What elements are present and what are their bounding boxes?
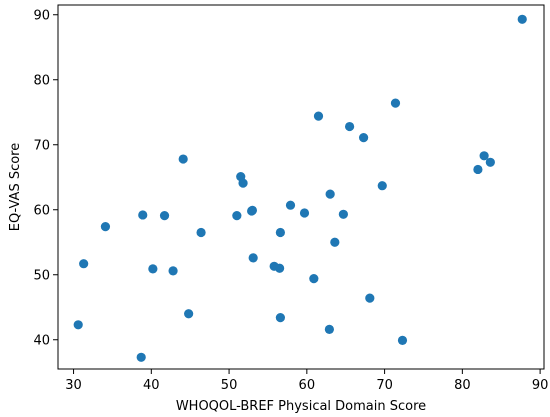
y-tick-label: 70 [33,138,50,153]
data-point [247,205,257,215]
data-point [390,98,401,108]
data-point [365,293,375,303]
data-point [299,208,310,218]
data-point [238,178,248,188]
data-point [184,309,194,319]
data-point [313,111,324,121]
x-axis-label: WHOQOL-BREF Physical Domain Score [176,399,426,414]
data-point [100,222,111,232]
data-point [473,164,483,175]
y-tick-label: 90 [33,8,50,23]
axes-frame [57,4,545,370]
x-tick-label: 80 [454,378,471,393]
data-point [517,14,527,24]
data-point [377,181,387,191]
data-point [159,211,170,221]
data-point [148,264,158,274]
data-point [138,210,148,220]
data-point [275,227,285,238]
points-group [73,14,527,362]
x-tick-label: 40 [143,378,160,393]
data-point [309,274,319,284]
data-point [196,227,206,238]
x-tick-label: 30 [65,378,82,393]
x-tick-label: 70 [376,378,393,393]
data-point [168,266,178,276]
x-tick-label: 90 [532,378,549,393]
data-point [285,200,296,210]
y-tick-label: 80 [33,73,50,88]
x-tick-label: 50 [221,378,238,393]
data-point [275,313,285,323]
data-point [73,320,83,330]
data-point [338,209,348,219]
data-point [325,189,335,199]
data-point [397,335,408,345]
data-point [136,352,146,362]
data-point [358,133,369,143]
x-tick-label: 60 [299,378,316,393]
data-point [345,121,355,132]
data-point [248,253,258,263]
data-point [479,151,489,161]
data-point [275,263,285,273]
y-tick-label: 40 [33,333,50,348]
data-point [232,211,242,221]
data-point [324,324,334,334]
data-point [330,237,340,247]
data-point [178,154,188,164]
data-point [485,157,495,167]
data-point [79,259,89,269]
y-axis-label: EQ-VAS Score [8,143,23,232]
y-tick-label: 50 [33,268,50,283]
tick-group: 30 40 50 60 70 80 90 40 50 60 70 80 90 [33,8,548,393]
y-tick-label: 60 [33,203,50,218]
